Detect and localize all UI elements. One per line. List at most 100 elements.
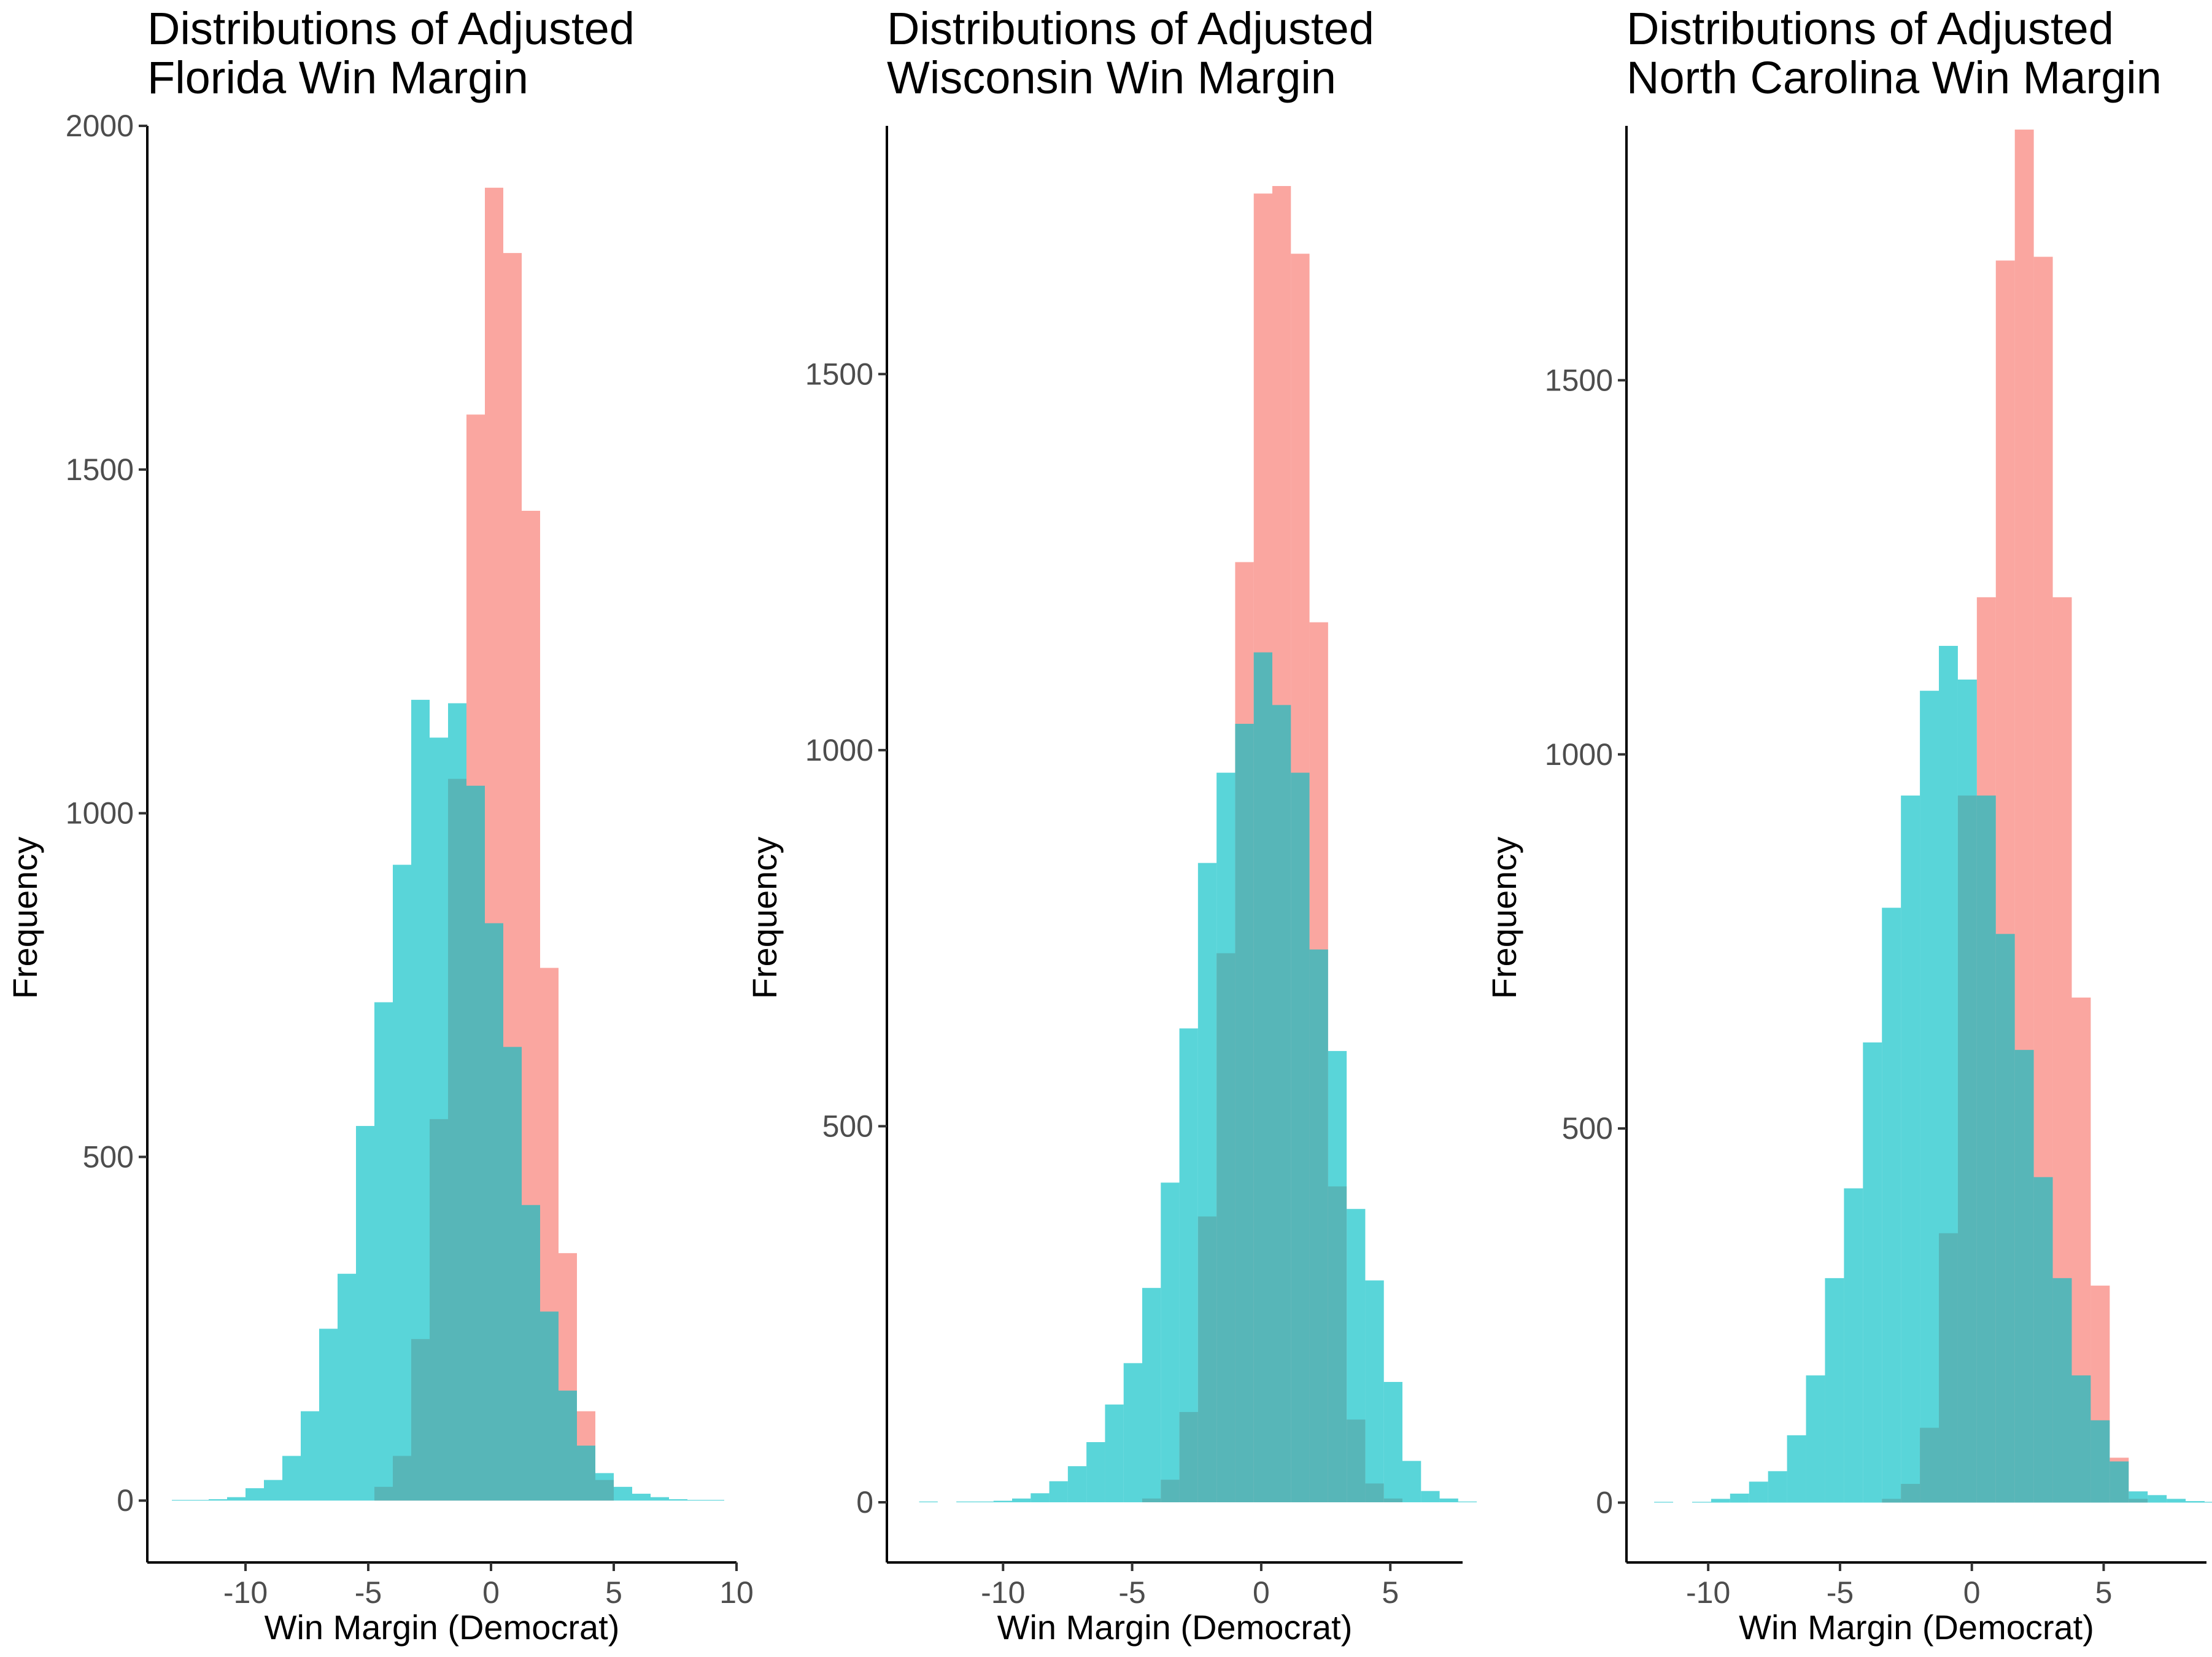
x-tick-label: -10 bbox=[981, 1575, 1025, 1610]
y-tick-label: 500 bbox=[1562, 1111, 1613, 1146]
histogram-bar bbox=[993, 1500, 1013, 1502]
histogram-bar bbox=[1086, 1442, 1105, 1502]
histogram-bar bbox=[1123, 1363, 1143, 1502]
chart-title-line: Distributions of Adjusted bbox=[147, 3, 635, 54]
histogram-bar bbox=[1161, 1182, 1180, 1502]
histogram-bar bbox=[1383, 1381, 1402, 1502]
chart-title-line: Distributions of Adjusted bbox=[887, 3, 1374, 54]
histogram-bar bbox=[374, 1002, 393, 1501]
y-axis-label: Frequency bbox=[6, 837, 44, 999]
histogram-bar bbox=[2033, 1177, 2053, 1503]
histogram-bar bbox=[209, 1499, 227, 1501]
histogram-bar bbox=[2148, 1495, 2167, 1503]
histogram-bar bbox=[1179, 1028, 1198, 1502]
y-tick-label: 1000 bbox=[66, 796, 134, 831]
histogram-bar bbox=[1347, 1209, 1366, 1502]
y-tick-label: 0 bbox=[117, 1483, 134, 1518]
histogram-bar bbox=[1309, 949, 1328, 1502]
x-tick-label: -5 bbox=[1118, 1575, 1145, 1610]
histogram-bar bbox=[2129, 1491, 2148, 1503]
histogram-bar bbox=[1711, 1499, 1730, 1503]
wisconsin-panel: Distributions of Adjusted Wisconsin Win M… bbox=[740, 0, 1477, 1657]
y-tick-label: 1500 bbox=[805, 357, 873, 391]
histogram-bar bbox=[1216, 772, 1236, 1502]
x-tick-label: 0 bbox=[1963, 1575, 1981, 1610]
x-tick-label: 5 bbox=[2095, 1575, 2113, 1610]
histogram-bar bbox=[2110, 1461, 2129, 1503]
histogram-bar bbox=[1768, 1471, 1787, 1503]
histogram-bar bbox=[522, 1205, 540, 1501]
histogram-bar bbox=[1031, 1493, 1050, 1502]
histogram-bar bbox=[614, 1486, 632, 1501]
histogram-bar bbox=[1882, 907, 1901, 1503]
x-tick-label: -10 bbox=[1686, 1575, 1730, 1610]
x-tick-label: 5 bbox=[605, 1575, 622, 1610]
histogram-bar bbox=[577, 1445, 595, 1501]
histogram-bar bbox=[1197, 863, 1217, 1502]
histogram-bar bbox=[1012, 1498, 1031, 1502]
y-tick-label: 1500 bbox=[66, 452, 134, 487]
x-tick-label: -5 bbox=[1827, 1575, 1854, 1610]
y-tick-label: 1500 bbox=[1545, 363, 1613, 397]
x-tick-label: 0 bbox=[482, 1575, 500, 1610]
x-tick-label: -10 bbox=[223, 1575, 268, 1610]
histogram-bar bbox=[1825, 1278, 1844, 1503]
histogram-bar bbox=[227, 1497, 246, 1501]
florida-panel: Distributions of Adjusted Florida Win Mar… bbox=[0, 0, 754, 1657]
series-1-bars bbox=[1654, 646, 2212, 1503]
y-tick-label: 0 bbox=[1596, 1486, 1613, 1520]
histogram-bar bbox=[485, 923, 503, 1501]
histogram-bar bbox=[282, 1456, 301, 1501]
y-axis-label: Frequency bbox=[745, 837, 784, 999]
histogram-bar bbox=[1402, 1461, 1421, 1502]
histogram-bar bbox=[1328, 1050, 1347, 1502]
histogram-bar bbox=[338, 1273, 356, 1501]
x-tick-label: 0 bbox=[1253, 1575, 1270, 1610]
histogram-bar bbox=[319, 1329, 338, 1501]
x-tick-label: 10 bbox=[719, 1575, 754, 1610]
histogram-bar bbox=[1920, 691, 1939, 1503]
histogram-bar bbox=[1049, 1481, 1068, 1502]
histogram-bar bbox=[1787, 1435, 1806, 1503]
histogram-bar bbox=[1806, 1375, 1825, 1503]
histogram-bar bbox=[1272, 705, 1291, 1502]
histogram-bar bbox=[301, 1411, 319, 1501]
histogram-bar bbox=[595, 1473, 614, 1501]
histogram-bar bbox=[632, 1494, 651, 1501]
histogram-bar bbox=[1939, 646, 1958, 1503]
histogram-bar bbox=[1901, 795, 1920, 1503]
series-1-bars bbox=[919, 652, 1477, 1502]
histogram-bar bbox=[430, 737, 448, 1501]
north-carolina-panel: Distributions of Adjusted North Carolina … bbox=[1479, 0, 2212, 1657]
x-tick-label: 5 bbox=[1382, 1575, 1399, 1610]
chart-title-line: Florida Win Margin bbox=[147, 52, 528, 103]
y-tick-label: 0 bbox=[856, 1485, 873, 1519]
histogram-bar bbox=[1235, 723, 1254, 1502]
x-tick-label: -5 bbox=[355, 1575, 382, 1610]
chart-title-line: North Carolina Win Margin bbox=[1626, 52, 2162, 103]
x-axis-label: Win Margin (Democrat) bbox=[997, 1608, 1353, 1647]
histogram-bar bbox=[1365, 1280, 1384, 1502]
histogram-bar bbox=[448, 703, 466, 1501]
histogram-bar bbox=[1976, 795, 1996, 1503]
histogram-bar bbox=[1995, 934, 2015, 1503]
histogram-bar bbox=[1844, 1188, 1863, 1503]
histogram-bar bbox=[1291, 772, 1310, 1502]
histogram-bar bbox=[1421, 1491, 1440, 1502]
series-1-bars bbox=[172, 699, 724, 1501]
histogram-bar bbox=[2186, 1501, 2205, 1503]
histogram-bar bbox=[2090, 1420, 2110, 1503]
histogram-bar bbox=[1957, 679, 1977, 1503]
histogram-bar bbox=[393, 864, 411, 1501]
histogram-bar bbox=[2071, 1375, 2091, 1503]
y-tick-label: 500 bbox=[822, 1109, 873, 1143]
histogram-bar bbox=[1253, 652, 1272, 1502]
histogram-bar bbox=[246, 1488, 264, 1501]
histogram-bar bbox=[669, 1499, 687, 1501]
x-axis-label: Win Margin (Democrat) bbox=[1739, 1608, 2094, 1647]
histogram-bar bbox=[466, 785, 485, 1501]
histogram-bar bbox=[264, 1480, 282, 1501]
